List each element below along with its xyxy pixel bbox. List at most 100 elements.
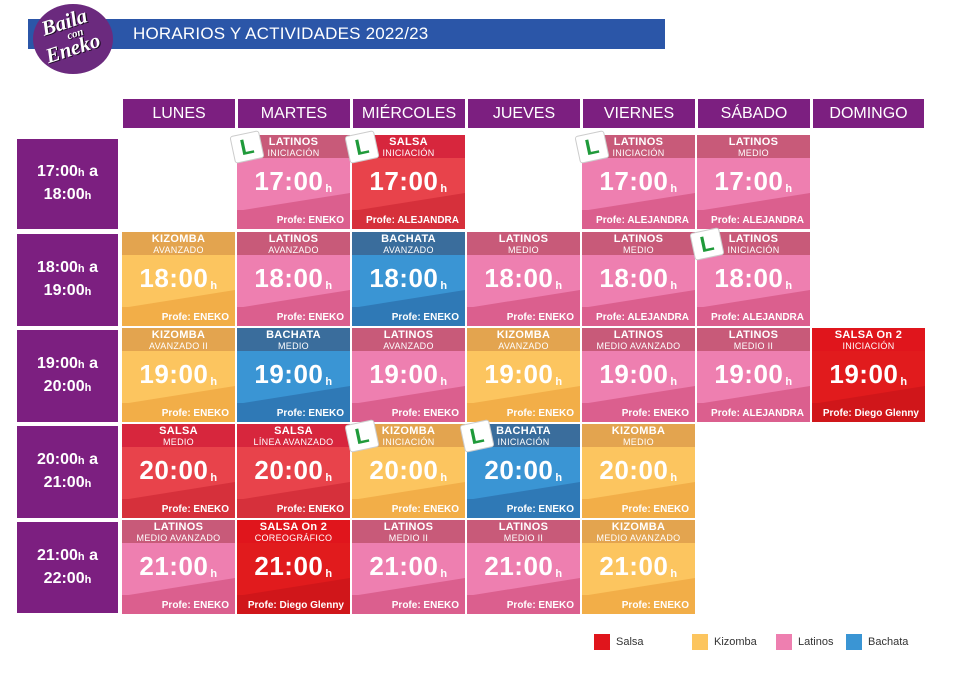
class-card[interactable]: KIZOMBA AVANZADO 19:00 h Profe: ENEKO — [467, 328, 580, 422]
class-title: BACHATA — [381, 233, 436, 245]
card-footer — [237, 595, 350, 614]
class-level: INICIACIÓN — [612, 148, 665, 158]
time-slot-20: 20:00h a 21:00h — [17, 426, 118, 518]
class-card[interactable]: KIZOMBA AVANZADO II 19:00 h Profe: ENEKO — [122, 328, 235, 422]
class-card[interactable]: SALSA On 2 COREOGRÁFICO 21:00 h Profe: Diego… — [237, 520, 350, 614]
card-footer — [352, 403, 465, 422]
class-title: KIZOMBA — [611, 521, 666, 533]
class-card[interactable]: LATINOS MEDIO 17:00 h Profe: ALEJANDRA — [697, 135, 810, 229]
card-footer — [582, 403, 695, 422]
class-title: LATINOS — [383, 521, 434, 533]
class-teacher: Profe: ENEKO — [276, 504, 344, 515]
class-card[interactable]: KIZOMBA AVANZADO 18:00 h Profe: ENEKO — [122, 232, 235, 326]
class-title: BACHATA — [496, 425, 551, 437]
class-time-h: h — [555, 568, 563, 580]
class-time-h: h — [440, 280, 448, 292]
class-card[interactable]: BACHATA MEDIO 19:00 h Profe: ENEKO — [237, 328, 350, 422]
class-card[interactable]: SALSA MEDIO 20:00 h Profe: ENEKO — [122, 424, 235, 518]
class-title: LATINOS — [613, 329, 664, 341]
class-time: 20:00 h — [467, 453, 580, 493]
class-card[interactable]: LATINOS INICIACIÓN 17:00 h Profe: ALEJANDRA — [582, 135, 695, 229]
time-slot-h: h — [77, 550, 85, 563]
class-card[interactable]: LATINOS MEDIO II 21:00 h Profe: ENEKO — [352, 520, 465, 614]
class-title: BACHATA — [266, 329, 321, 341]
time-slot-start: 20:00 — [36, 451, 78, 468]
class-teacher: Profe: ENEKO — [621, 600, 689, 611]
class-card[interactable]: LATINOS INICIACIÓN 17:00 h Profe: ENEKO — [237, 135, 350, 229]
class-teacher: Profe: ENEKO — [161, 408, 229, 419]
class-time-value: 19:00 — [599, 359, 669, 389]
class-time: 17:00 h — [352, 164, 465, 204]
class-level: MEDIO — [622, 245, 654, 255]
class-level: AVANZADO II — [149, 341, 208, 351]
class-title: LATINOS — [268, 136, 319, 148]
class-time-value: 17:00 — [714, 166, 784, 196]
class-time-h: h — [440, 376, 448, 388]
card-header: KIZOMBA AVANZADO II — [122, 328, 235, 351]
class-time-value: 21:00 — [139, 551, 209, 581]
class-title: SALSA On 2 — [259, 521, 328, 533]
class-teacher: Profe: ENEKO — [506, 312, 574, 323]
class-teacher: Profe: ENEKO — [506, 408, 574, 419]
card-footer — [812, 403, 925, 422]
day-header-sabado: SÁBADO — [698, 99, 810, 128]
class-card[interactable]: KIZOMBA MEDIO 20:00 h Profe: ENEKO — [582, 424, 695, 518]
class-teacher: Profe: ALEJANDRA — [366, 215, 459, 226]
class-time-h: h — [325, 376, 333, 388]
day-header-martes: MARTES — [238, 99, 350, 128]
card-footer — [122, 307, 235, 326]
class-teacher: Profe: ENEKO — [506, 600, 574, 611]
class-card[interactable]: SALSA LÍNEA AVANZADO 20:00 h Profe: ENEKO — [237, 424, 350, 518]
class-time-value: 18:00 — [254, 263, 324, 293]
legend-item-latinos: Latinos — [776, 634, 833, 650]
class-card[interactable]: LATINOS MEDIO II 21:00 h Profe: ENEKO — [467, 520, 580, 614]
class-card[interactable]: LATINOS INICIACIÓN 18:00 h Profe: ALEJANDRA — [697, 232, 810, 326]
time-slot-19: 19:00h a 20:00h — [17, 330, 118, 422]
class-title: SALSA On 2 — [834, 329, 903, 341]
class-time-h: h — [440, 472, 448, 484]
class-time-value: 19:00 — [714, 359, 784, 389]
class-card[interactable]: LATINOS AVANZADO 19:00 h Profe: ENEKO — [352, 328, 465, 422]
class-title: SALSA — [159, 425, 198, 437]
class-teacher: Profe: ALEJANDRA — [596, 312, 689, 323]
legend-item-salsa: Salsa — [594, 634, 644, 650]
class-card[interactable]: KIZOMBA INICIACIÓN 20:00 h Profe: ENEKO — [352, 424, 465, 518]
class-time-value: 18:00 — [599, 263, 669, 293]
class-level: AVANZADO — [383, 341, 434, 351]
class-time-value: 17:00 — [254, 166, 324, 196]
time-slot-end: 20:00 — [43, 378, 85, 395]
class-teacher: Profe: ALEJANDRA — [711, 215, 804, 226]
class-card[interactable]: BACHATA AVANZADO 18:00 h Profe: ENEKO — [352, 232, 465, 326]
card-header: LATINOS INICIACIÓN — [697, 232, 810, 255]
class-card[interactable]: LATINOS MEDIO II 19:00 h Profe: ALEJANDRA — [697, 328, 810, 422]
day-header-lunes: LUNES — [123, 99, 235, 128]
class-teacher: Profe: ALEJANDRA — [596, 215, 689, 226]
card-footer — [237, 499, 350, 518]
class-time: 17:00 h — [237, 164, 350, 204]
class-teacher: Profe: ENEKO — [161, 312, 229, 323]
class-card[interactable]: KIZOMBA MEDIO AVANZADO 21:00 h Profe: ENEKO — [582, 520, 695, 614]
class-time: 19:00 h — [812, 357, 925, 397]
class-time-h: h — [555, 376, 563, 388]
class-time-value: 19:00 — [829, 359, 899, 389]
class-time-h: h — [440, 568, 448, 580]
class-title: LATINOS — [728, 136, 779, 148]
card-footer — [467, 499, 580, 518]
class-title: SALSA — [274, 425, 313, 437]
class-time-h: h — [670, 568, 678, 580]
card-header: SALSA On 2 INICIACIÓN — [812, 328, 925, 351]
class-card[interactable]: SALSA On 2 INICIACIÓN 19:00 h Profe: Diego G… — [812, 328, 925, 422]
card-header: LATINOS MEDIO — [582, 232, 695, 255]
card-header: KIZOMBA MEDIO AVANZADO — [582, 520, 695, 543]
class-card[interactable]: LATINOS AVANZADO 18:00 h Profe: ENEKO — [237, 232, 350, 326]
legend-label: Bachata — [868, 636, 909, 648]
class-card[interactable]: SALSA INICIACIÓN 17:00 h Profe: ALEJANDRA — [352, 135, 465, 229]
class-card[interactable]: LATINOS MEDIO 18:00 h Profe: ALEJANDRA — [582, 232, 695, 326]
class-title: LATINOS — [268, 233, 319, 245]
class-time-h: h — [325, 280, 333, 292]
card-header: BACHATA AVANZADO — [352, 232, 465, 255]
class-card[interactable]: LATINOS MEDIO 18:00 h Profe: ENEKO — [467, 232, 580, 326]
class-card[interactable]: BACHATA INICIACIÓN 20:00 h Profe: ENEKO — [467, 424, 580, 518]
class-card[interactable]: LATINOS MEDIO AVANZADO 21:00 h Profe: ENEKO — [122, 520, 235, 614]
class-card[interactable]: LATINOS MEDIO AVANZADO 19:00 h Profe: ENEKO — [582, 328, 695, 422]
